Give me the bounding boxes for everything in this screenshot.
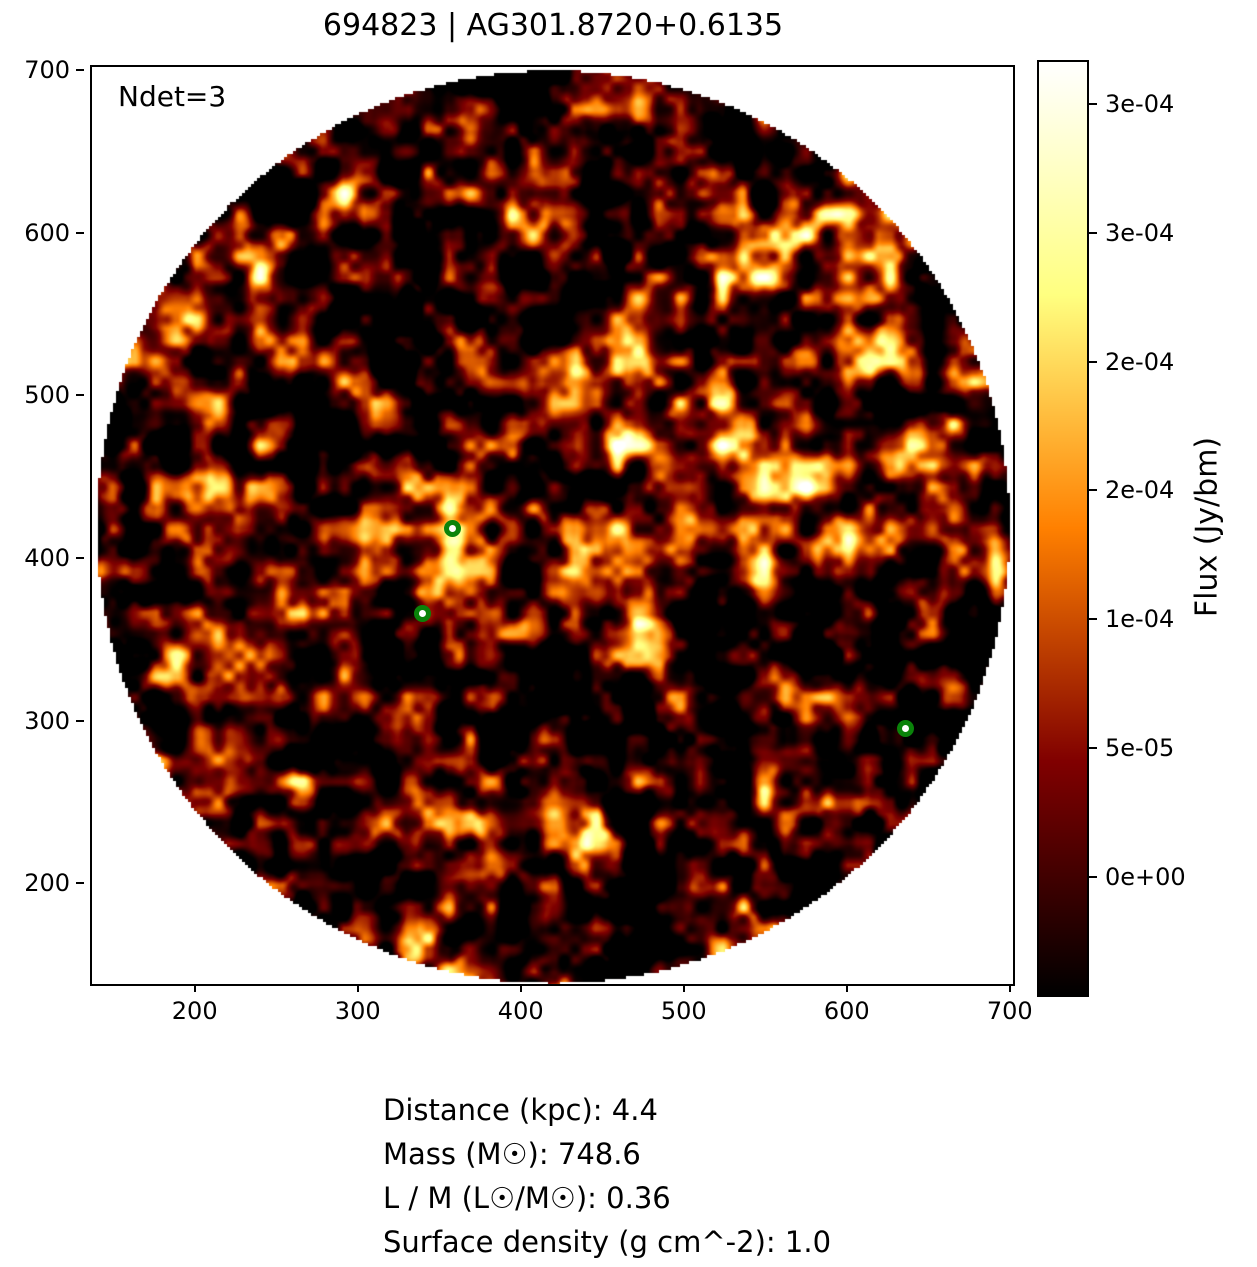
y-tick-mark	[76, 394, 84, 397]
colorbar-tick-mark	[1089, 618, 1097, 621]
y-tick-mark	[76, 719, 84, 722]
y-tick-mark	[76, 557, 84, 560]
figure-title: 694823 | AG301.8720+0.6135	[322, 8, 784, 43]
x-tick-label: 400	[497, 997, 544, 1025]
info-line-surface-density: Surface density (g cm^-2): 1.0	[383, 1225, 832, 1259]
y-tick-mark	[76, 69, 84, 72]
y-tick-mark	[76, 231, 84, 234]
x-tick-mark	[193, 984, 196, 992]
colorbar-tick-mark	[1089, 747, 1097, 750]
colorbar-tick-mark	[1089, 360, 1097, 363]
x-tick-label: 600	[823, 997, 870, 1025]
colorbar-tick-mark	[1089, 489, 1097, 492]
info-line-mass: Mass (M☉): 748.6	[383, 1137, 641, 1171]
x-axis: 200 300 400 500 600 700	[92, 984, 1033, 1044]
detection-marker	[443, 520, 461, 538]
y-tick-label: 200	[24, 869, 70, 898]
y-tick-label: 500	[24, 381, 70, 410]
y-axis: 700 600 500 400 300 200	[0, 56, 84, 984]
colorbar-tick-label: 3e-04	[1105, 218, 1175, 247]
colorbar-tick-label: 2e-04	[1105, 347, 1175, 376]
image-canvas	[92, 67, 1013, 984]
x-tick-label: 500	[660, 997, 707, 1025]
info-line-l-over-m: L / M (L☉/M☉): 0.36	[383, 1181, 671, 1215]
colorbar-tick-label: 3e-04	[1105, 89, 1175, 118]
y-tick-label: 300	[24, 706, 70, 735]
colorbar-gradient	[1039, 62, 1087, 995]
colorbar-tick-mark	[1089, 876, 1097, 879]
colorbar-tick-mark	[1089, 102, 1097, 105]
y-tick-label: 400	[24, 544, 70, 573]
detection-marker	[896, 720, 914, 738]
x-tick-label: 200	[171, 997, 218, 1025]
colorbar-axis: 3e-04 3e-04 2e-04 2e-04 1e-04 5e-05 0e+00	[1087, 60, 1257, 993]
x-tick-mark	[845, 984, 848, 992]
colorbar-tick-label: 0e+00	[1105, 863, 1186, 892]
x-tick-mark	[356, 984, 359, 992]
info-line-distance: Distance (kpc): 4.4	[383, 1093, 658, 1127]
colorbar-tick-label: 1e-04	[1105, 605, 1175, 634]
colorbar	[1037, 60, 1089, 997]
x-tick-label: 300	[334, 997, 381, 1025]
ndet-annotation: Ndet=3	[118, 80, 227, 113]
y-tick-mark	[76, 882, 84, 885]
colorbar-tick-label: 2e-04	[1105, 476, 1175, 505]
detection-marker	[414, 604, 432, 622]
x-tick-mark	[519, 984, 522, 992]
colorbar-axis-label: Flux (Jy/bm)	[1189, 436, 1225, 618]
info-block: Distance (kpc): 4.4 Mass (M☉): 748.6 L /…	[383, 1088, 831, 1264]
y-tick-label: 700	[24, 56, 70, 85]
colorbar-tick-label: 5e-05	[1105, 734, 1175, 763]
y-tick-label: 600	[24, 218, 70, 247]
x-tick-mark	[1008, 984, 1011, 992]
plot-area: Ndet=3	[90, 65, 1015, 986]
colorbar-tick-mark	[1089, 231, 1097, 234]
x-tick-mark	[682, 984, 685, 992]
x-tick-label: 700	[986, 997, 1033, 1025]
